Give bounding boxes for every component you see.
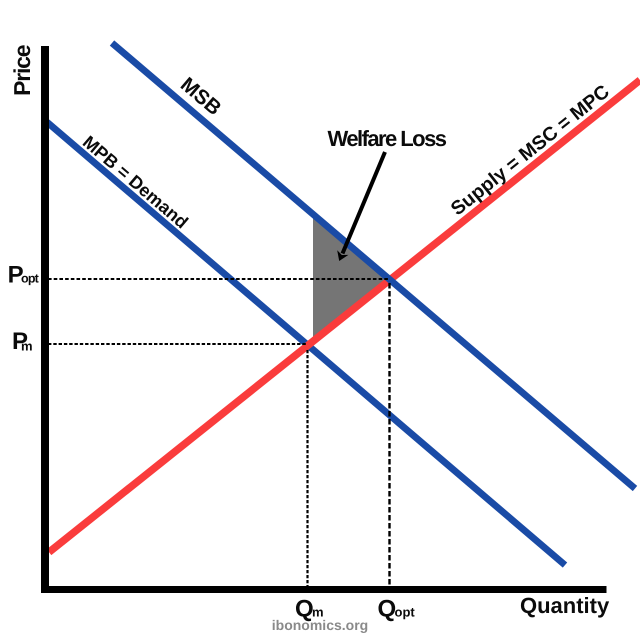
svg-text:Q: Q: [378, 596, 397, 623]
svg-text:Price: Price: [9, 45, 35, 96]
svg-text:Quantity: Quantity: [520, 593, 610, 618]
svg-text:m: m: [21, 339, 33, 354]
svg-text:ibonomics.org: ibonomics.org: [272, 617, 368, 633]
svg-text:m: m: [312, 605, 324, 620]
svg-text:Welfare Loss: Welfare Loss: [328, 126, 447, 151]
svg-text:Q: Q: [295, 596, 314, 623]
svg-text:opt: opt: [395, 605, 416, 620]
svg-text:opt: opt: [21, 272, 40, 286]
svg-text:P: P: [8, 262, 24, 289]
svg-text:P: P: [12, 328, 28, 355]
